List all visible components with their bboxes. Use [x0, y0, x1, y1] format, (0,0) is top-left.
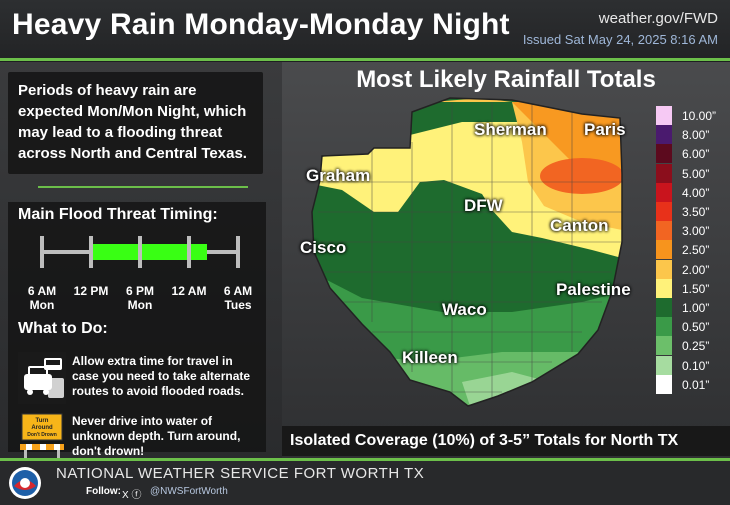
page-title: Heavy Rain Monday-Monday Night	[12, 8, 510, 41]
legend-label: 0.01”	[682, 377, 710, 392]
timeline-label: 12 AM	[171, 284, 207, 298]
legend-label: 0.50”	[682, 320, 710, 335]
city-label-canton: Canton	[550, 216, 609, 235]
todo-item-text: Never drive into water of unknown depth.…	[72, 414, 241, 458]
legend-swatch	[656, 374, 672, 394]
legend-swatch	[656, 221, 672, 241]
legend-swatch	[656, 202, 672, 221]
legend-swatch	[656, 125, 672, 145]
coverage-caption: Isolated Coverage (10%) of 3-5” Totals f…	[282, 426, 730, 456]
caption-text: Isolated Coverage (10%) of 3-5” Totals f…	[290, 432, 679, 449]
timeline-tick	[40, 236, 44, 268]
city-label-sherman: Sherman	[474, 120, 547, 139]
legend-swatch	[656, 182, 672, 202]
footer-bar: NATIONAL WEATHER SERVICE FORT WORTH TX F…	[0, 458, 730, 505]
legend-swatch	[656, 298, 672, 317]
timeline-tick	[138, 236, 142, 268]
legend-label: 0.10”	[682, 358, 710, 373]
what-to-do-title: What to Do:	[18, 320, 108, 337]
turn-around-dont-drown-sign-icon: Turn Around Don't Drown	[20, 413, 64, 460]
legend-label: 6.00”	[682, 147, 710, 162]
social-icons[interactable]: X ⓕ	[122, 490, 142, 501]
timeline-tick	[187, 236, 191, 268]
timeline-label: 6 PM Mon	[125, 284, 154, 312]
left-panel: Periods of heavy rain are expected Mon/M…	[0, 62, 282, 460]
legend-label: 1.50”	[682, 281, 710, 296]
city-label-waco: Waco	[442, 300, 487, 319]
legend-swatch	[656, 163, 672, 183]
city-label-cisco: Cisco	[300, 238, 347, 257]
map-panel: Most Likely Rainfall Totals Sherman Pari…	[282, 62, 730, 458]
svg-text:Don't Drown: Don't Drown	[27, 432, 57, 438]
city-label-graham: Graham	[306, 166, 371, 185]
website-link[interactable]: weather.gov/FWD	[598, 10, 718, 27]
legend-label: 8.00”	[682, 128, 710, 143]
legend-swatch	[656, 355, 672, 375]
timeline-label: 6 AM Tues	[223, 284, 253, 312]
city-label-paris: Paris	[584, 120, 626, 139]
issued-timestamp: Issued Sat May 24, 2025 8:16 AM	[522, 32, 718, 47]
legend-label: 5.00”	[682, 166, 710, 181]
legend-swatch	[656, 259, 672, 279]
map-title: Most Likely Rainfall Totals	[356, 66, 656, 93]
timeline-label: 12 PM	[73, 284, 109, 298]
legend-label: 1.00”	[682, 301, 710, 315]
todo-item-text: Allow extra time for travel in case you …	[72, 354, 251, 398]
divider	[38, 186, 248, 188]
timeline-tick	[236, 236, 240, 268]
city-label-palestine: Palestine	[556, 280, 631, 299]
intro-box: Periods of heavy rain are expected Mon/M…	[8, 72, 263, 174]
legend-label: 4.00”	[682, 185, 710, 200]
social-handle[interactable]: @NWSFortWorth	[150, 486, 228, 497]
legend-label: 2.50”	[682, 243, 710, 258]
timing-title: Main Flood Threat Timing:	[18, 206, 218, 223]
svg-text:Turn: Turn	[36, 418, 49, 424]
header-bar: Heavy Rain Monday-Monday Night weather.g…	[0, 0, 730, 61]
svg-text:Around: Around	[31, 425, 53, 431]
legend-label: 10.00”	[682, 109, 717, 123]
traffic-cars-icon	[18, 352, 66, 404]
legend-swatch	[656, 317, 672, 337]
legend-label: 3.50”	[682, 205, 710, 219]
office-name: NATIONAL WEATHER SERVICE FORT WORTH TX	[56, 465, 425, 482]
timeline-tick	[89, 236, 93, 268]
legend-label: 2.00”	[682, 262, 710, 277]
legend-swatch	[656, 336, 672, 356]
legend-swatch	[656, 106, 672, 125]
threat-window-bar	[91, 244, 207, 260]
city-label-killeen: Killeen	[402, 348, 458, 367]
legend-swatch	[656, 144, 672, 164]
timing-box: Main Flood Threat Timing: 6 AM Mon 12 PM …	[8, 202, 266, 460]
legend-label: 3.00”	[682, 224, 710, 239]
legend-swatch	[656, 278, 672, 298]
intro-text: Periods of heavy rain are expected Mon/M…	[18, 82, 247, 162]
timeline	[40, 236, 240, 268]
rainfall-map	[311, 97, 623, 407]
timeline-label: 6 AM Mon	[27, 284, 57, 312]
legend-swatch	[656, 240, 672, 260]
follow-label: Follow:	[86, 486, 121, 497]
nws-logo-icon	[9, 467, 41, 499]
legend-label: 0.25”	[682, 339, 710, 354]
city-label-dfw: DFW	[464, 196, 503, 215]
